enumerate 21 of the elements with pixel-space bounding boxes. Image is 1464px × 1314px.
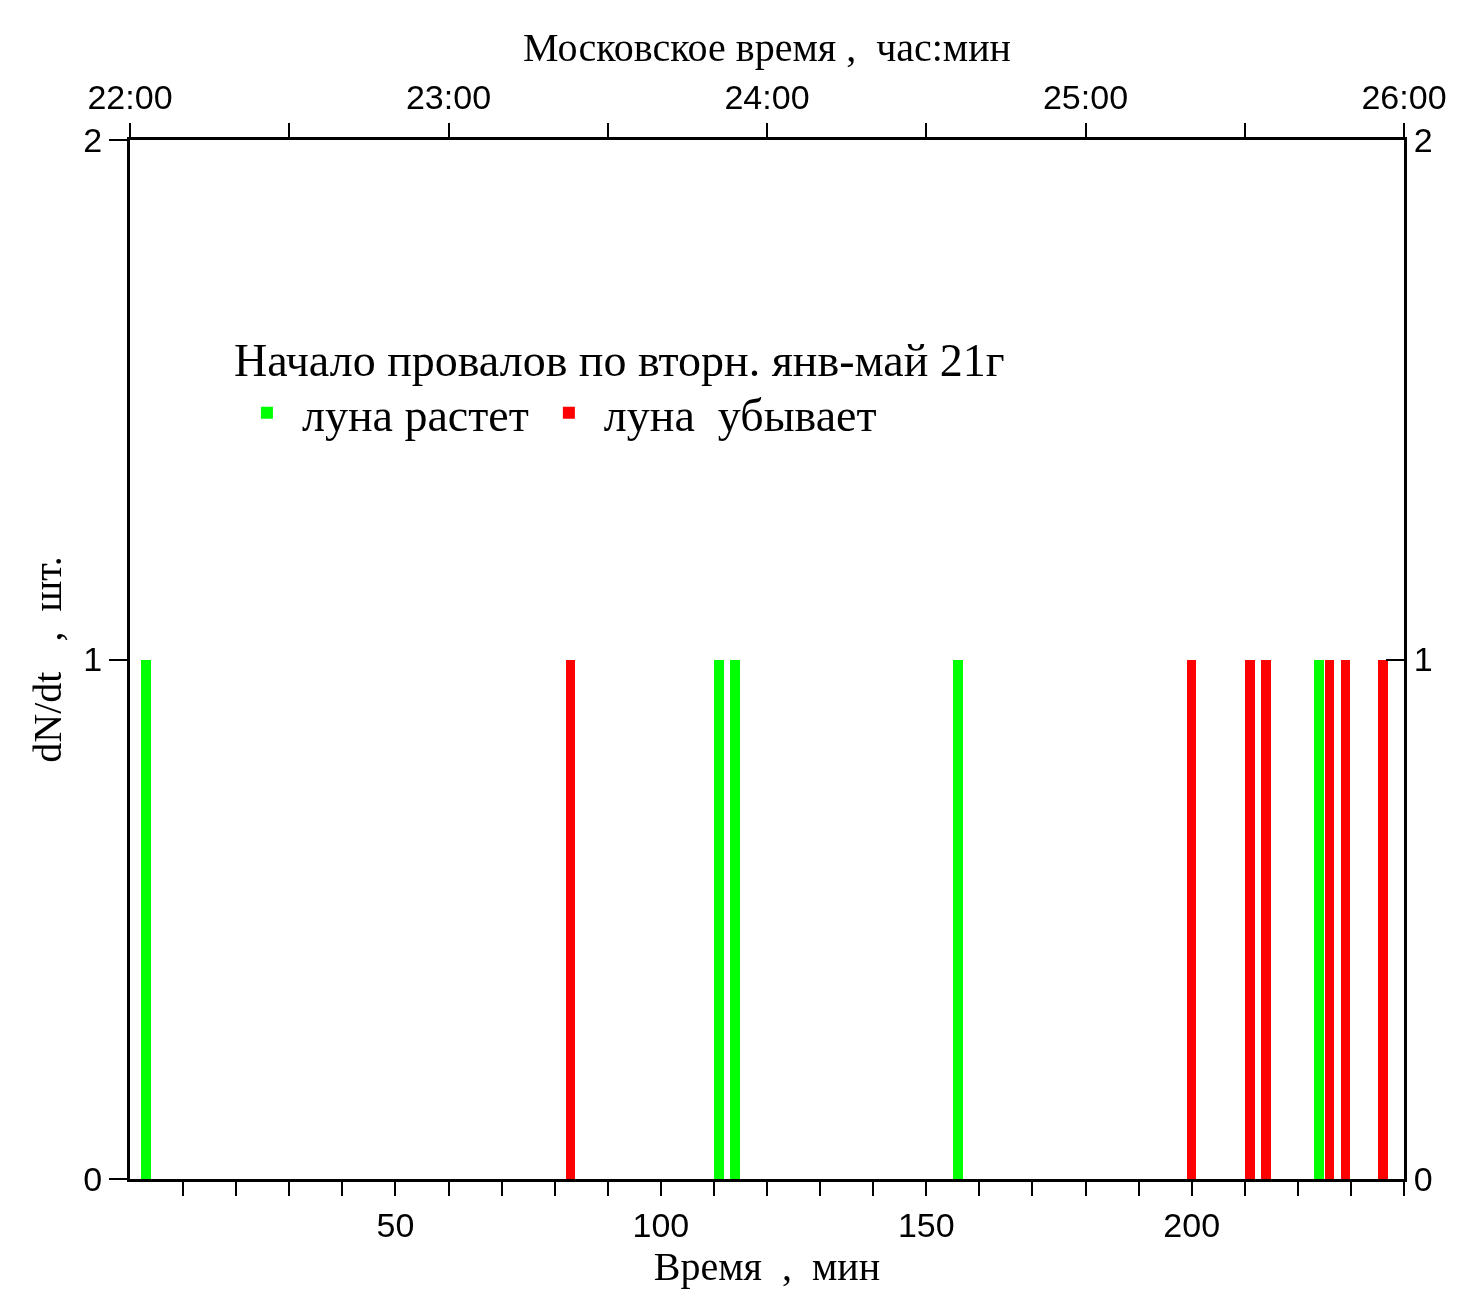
legend-label: луна убывает — [603, 389, 877, 441]
y-tick-label: 2 — [83, 120, 103, 159]
legend-title: Начало провалов по вторн. янв-май 21г — [233, 335, 1005, 387]
x2-axis-title: Московское время , час:мин — [523, 24, 1011, 70]
y-axis-title: dN/dt , шт. — [24, 556, 70, 763]
y2-tick-label: 0 — [1413, 1159, 1433, 1198]
x-tick-label: 100 — [632, 1205, 690, 1244]
y-tick-label: 0 — [83, 1159, 103, 1198]
y2-tick-label: 2 — [1413, 120, 1433, 159]
x2-tick-label: 22:00 — [87, 78, 173, 117]
y2-tick-label: 1 — [1413, 640, 1433, 679]
x-tick-label: 50 — [376, 1205, 415, 1244]
x-tick-label: 200 — [1163, 1205, 1221, 1244]
x2-tick-label: 24:00 — [724, 78, 810, 117]
x2-tick-label: 23:00 — [405, 78, 492, 117]
x2-tick-label: 25:00 — [1042, 78, 1129, 117]
x2-tick-label: 26:00 — [1361, 78, 1447, 117]
legend-label: луна растет — [301, 389, 529, 441]
y-tick-label: 1 — [83, 640, 103, 679]
x-tick-label: 150 — [897, 1205, 955, 1244]
x-axis-title: Время , мин — [653, 1243, 881, 1289]
